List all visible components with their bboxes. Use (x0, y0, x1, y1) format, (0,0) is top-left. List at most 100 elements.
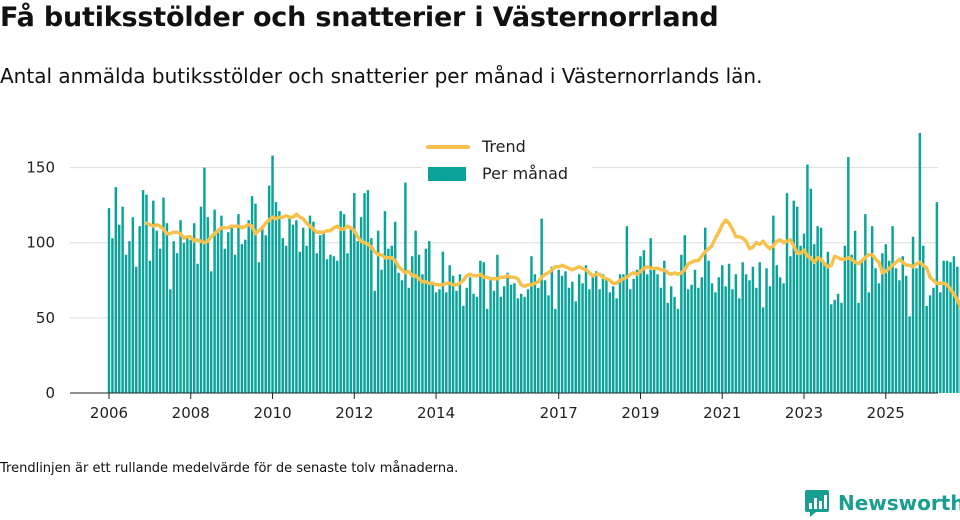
trend-line (144, 212, 960, 310)
bar (663, 260, 666, 393)
bar (383, 211, 387, 393)
bar (867, 292, 870, 393)
bar (629, 289, 632, 393)
bar (281, 238, 284, 393)
bar (400, 280, 404, 393)
bar (594, 271, 598, 393)
bar (230, 224, 233, 393)
bar (605, 278, 608, 393)
bar (465, 287, 468, 393)
bar (710, 283, 714, 393)
bar (721, 265, 724, 393)
bar (741, 262, 744, 393)
y-tick-label-150: 150 (26, 159, 55, 177)
x-tick-label-2017: 2017 (540, 404, 578, 422)
bar (107, 208, 111, 393)
bar (513, 283, 516, 393)
bar (564, 271, 567, 393)
bar (117, 224, 121, 393)
x-tick-label-2010: 2010 (253, 404, 291, 422)
bar (649, 238, 652, 393)
bar (925, 305, 928, 393)
bar (319, 235, 322, 393)
bar (877, 283, 881, 393)
bar (734, 274, 738, 393)
bar (751, 266, 755, 393)
bar (717, 277, 721, 393)
y-tick-label-50: 50 (36, 309, 55, 327)
bar (802, 233, 806, 393)
bar (404, 182, 407, 393)
bar (455, 290, 458, 393)
bar (952, 256, 956, 393)
bar (560, 275, 564, 393)
bar (363, 193, 366, 393)
bar (823, 262, 826, 393)
bar (819, 227, 823, 393)
bar (261, 226, 264, 393)
bar (738, 298, 741, 393)
bar (462, 305, 465, 393)
bar (520, 293, 523, 393)
bar (635, 269, 639, 393)
bar (799, 245, 802, 393)
bar (124, 254, 128, 393)
bar (502, 286, 506, 393)
bar (673, 296, 676, 393)
bar (581, 283, 584, 393)
bar (278, 211, 281, 393)
bar (939, 292, 942, 393)
bar (506, 272, 509, 393)
bar (213, 209, 216, 393)
bar (329, 254, 332, 393)
bar (397, 272, 400, 393)
x-tick-label-2021: 2021 (703, 404, 741, 422)
bar (274, 202, 278, 393)
bar (611, 286, 615, 393)
bar (216, 232, 220, 393)
bar (414, 230, 417, 393)
bar (206, 217, 210, 393)
bar (135, 266, 138, 393)
bar (789, 256, 792, 393)
bar (601, 274, 605, 393)
bar (928, 295, 932, 393)
bar (284, 245, 288, 393)
brand-name: Newsworthy (838, 491, 960, 515)
bar (336, 260, 339, 393)
chart-subtitle: Antal anmälda butiksstölder och snatteri… (0, 64, 763, 88)
footnote: Trendlinjen är ett rullande medelvärde f… (0, 461, 459, 476)
legend-bars-swatch (428, 167, 466, 181)
bar (744, 274, 748, 393)
bar (346, 253, 349, 393)
bar (666, 302, 669, 393)
bar (325, 259, 329, 393)
bar (588, 289, 591, 393)
bar (227, 232, 230, 393)
bar (295, 220, 298, 393)
bar (639, 256, 642, 393)
bar (257, 262, 261, 393)
bar (445, 292, 448, 393)
bar (175, 253, 179, 393)
bar (182, 242, 186, 393)
bar (196, 263, 199, 393)
bar (111, 238, 114, 393)
bar (697, 287, 700, 393)
bar (526, 289, 530, 393)
bar (240, 244, 244, 393)
bar (339, 211, 342, 393)
bar (932, 287, 935, 393)
bar (755, 287, 758, 393)
bar (690, 284, 693, 393)
newsworthy-logo-icon (805, 490, 829, 517)
bar (772, 215, 775, 393)
bar (830, 304, 833, 393)
bar (843, 245, 847, 393)
bar (434, 292, 438, 393)
bar (809, 188, 813, 393)
bar (942, 260, 945, 393)
bar (172, 241, 175, 393)
bar (915, 268, 918, 393)
bar (768, 286, 772, 393)
